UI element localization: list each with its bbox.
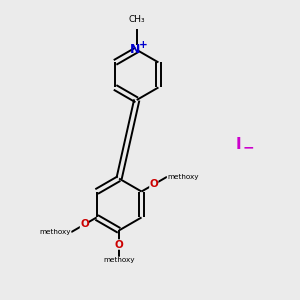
Text: O: O — [115, 239, 124, 250]
Text: methoxy: methoxy — [167, 174, 199, 180]
Text: CH₃: CH₃ — [128, 15, 145, 24]
Text: I: I — [236, 136, 241, 152]
Text: N: N — [130, 44, 140, 56]
Text: O: O — [149, 179, 158, 190]
Text: methoxy: methoxy — [40, 229, 71, 235]
Text: +: + — [139, 40, 148, 50]
Text: methoxy: methoxy — [103, 257, 135, 263]
Text: −: − — [243, 140, 254, 154]
Text: O: O — [80, 220, 89, 230]
